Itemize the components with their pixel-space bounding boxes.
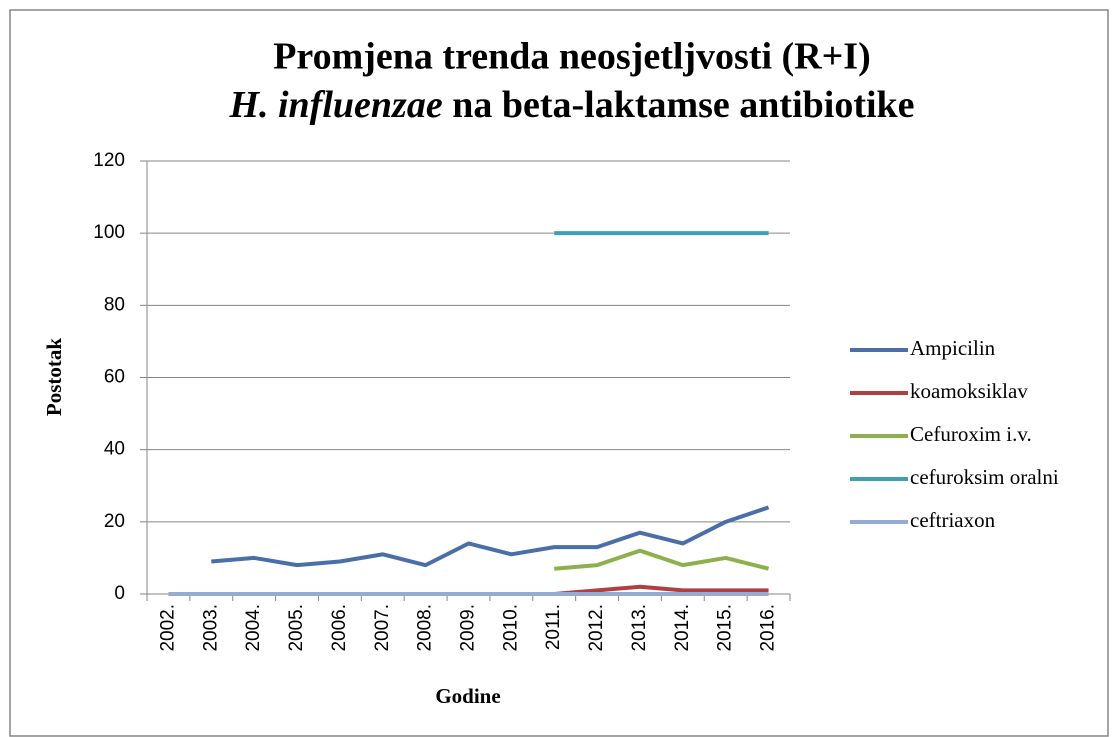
legend-label: cefuroksim oralni — [910, 465, 1059, 489]
x-tick-label: 2014. — [672, 604, 693, 652]
title-italic: H. influenzae — [228, 84, 442, 126]
series-line — [211, 505, 770, 568]
x-tick-label: 2008. — [415, 604, 436, 652]
legend-label: Cefuroxim i.v. — [910, 422, 1032, 446]
y-tick-label: 40 — [104, 439, 125, 460]
x-tick-label: 2005. — [286, 604, 307, 652]
y-axis-label: Postotak — [42, 338, 66, 416]
x-axis-label: Godine — [435, 684, 500, 708]
legend-label: koamoksiklav — [910, 379, 1028, 403]
chart-title: Promjena trenda neosjetljvosti (R+I) — [273, 36, 871, 78]
x-tick-label: 2006. — [329, 604, 350, 652]
x-tick-label: 2002. — [157, 604, 178, 652]
x-tick-label: 2004. — [243, 604, 264, 652]
x-tick-label: 2016. — [758, 604, 779, 652]
legend-label: ceftriaxon — [910, 508, 996, 532]
legend-label: Ampicilin — [910, 336, 996, 360]
x-tick-label: 2007. — [372, 604, 393, 652]
x-tick-label: 2003. — [200, 604, 221, 652]
series-line — [554, 548, 770, 571]
y-tick-label: 100 — [93, 222, 125, 243]
title-rest: na beta-laktamse antibiotike — [443, 84, 915, 126]
x-tick-label: 2011. — [543, 604, 564, 650]
y-tick-label: 80 — [104, 294, 125, 315]
x-tick-label: 2010. — [500, 604, 521, 652]
x-tick-label: 2009. — [458, 604, 479, 652]
x-tick-label: 2015. — [715, 604, 736, 652]
y-tick-label: 120 — [93, 150, 125, 171]
x-tick-label: 2012. — [586, 604, 607, 652]
chart-title: H. influenzae na beta-laktamse antibioti… — [228, 84, 914, 126]
chart-frame — [9, 9, 1109, 737]
y-tick-label: 20 — [104, 511, 125, 532]
series-line — [554, 584, 769, 596]
y-tick-label: 0 — [114, 583, 125, 604]
x-tick-label: 2013. — [629, 604, 650, 652]
y-tick-label: 60 — [104, 367, 125, 388]
